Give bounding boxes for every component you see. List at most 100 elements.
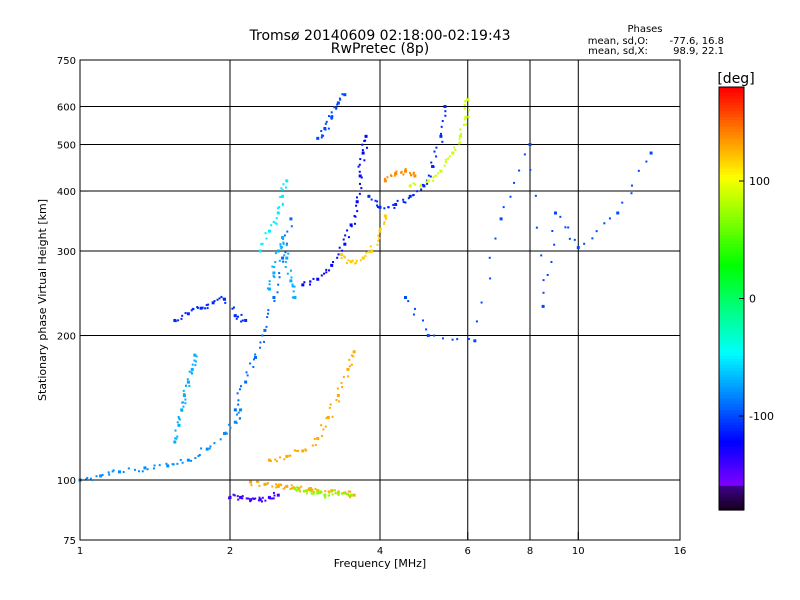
data-point (193, 353, 197, 357)
data-point-trace (353, 214, 356, 217)
data-point-trace (272, 497, 275, 500)
colorbar-band (719, 192, 744, 197)
data-point-trace (332, 261, 335, 264)
data-point-trace (393, 174, 396, 177)
data-point-trace (237, 498, 240, 501)
data-point (293, 296, 297, 300)
data-point (267, 287, 271, 291)
colorbar-band (719, 295, 744, 300)
data-point-trace (546, 273, 549, 276)
y-tick-label: 300 (57, 247, 76, 258)
data-point (233, 314, 237, 318)
data-point-trace (348, 496, 351, 499)
data-point-trace (177, 416, 180, 419)
data-point-trace (564, 226, 567, 229)
data-point-trace (108, 473, 111, 476)
data-point-trace (313, 437, 316, 440)
colorbar-band (719, 235, 744, 239)
data-point-trace (413, 307, 416, 310)
data-point-trace (426, 182, 429, 185)
data-point (177, 423, 181, 427)
data-point-trace (213, 442, 216, 445)
colorbar-band (719, 464, 744, 469)
colorbar-band (719, 150, 744, 155)
data-point (211, 301, 215, 305)
colorbar-band (719, 398, 744, 402)
colorbar-band (719, 147, 744, 152)
data-point-trace (435, 146, 438, 149)
x-tick-label: 1 (77, 546, 83, 557)
data-point-trace (467, 338, 470, 341)
data-point-trace (359, 182, 362, 185)
data-point-trace (513, 181, 516, 184)
data-point-trace (463, 123, 466, 126)
data-point (199, 306, 203, 310)
data-point (276, 211, 280, 215)
colorbar-band (719, 395, 744, 399)
data-point-trace (282, 487, 285, 490)
data-point (403, 169, 407, 173)
data-point-trace (298, 488, 301, 491)
data-point-trace (266, 287, 269, 290)
data-point-trace (454, 148, 457, 151)
data-point-trace (327, 127, 330, 130)
data-point-trace (441, 337, 444, 340)
data-point-trace (283, 254, 286, 257)
x-axis-label: Frequency [MHz] (334, 557, 426, 570)
data-point (576, 246, 580, 250)
data-point-trace (444, 114, 447, 117)
data-point-trace (174, 429, 177, 432)
data-point-trace (259, 341, 262, 344)
colorbar-band (719, 485, 744, 490)
data-point-trace (182, 389, 185, 392)
data-point-trace (494, 237, 497, 240)
x-tick-label: 6 (465, 546, 471, 557)
data-point (403, 296, 407, 300)
data-point-trace (273, 299, 276, 302)
data-point-trace (293, 449, 296, 452)
data-point (466, 98, 470, 102)
colorbar-band (719, 383, 744, 387)
data-point-trace (347, 259, 350, 262)
data-point-trace (529, 168, 532, 171)
colorbar-band (719, 229, 744, 233)
colorbar-band (719, 361, 744, 366)
data-point-trace (193, 359, 196, 362)
data-point-trace (420, 188, 423, 191)
data-point (276, 493, 280, 497)
colorbar-band (719, 141, 744, 146)
data-point (233, 420, 237, 424)
data-point-trace (184, 312, 187, 315)
data-point-trace (302, 489, 305, 492)
data-point-trace (254, 353, 257, 356)
data-point (528, 143, 532, 147)
colorbar-band (719, 286, 744, 291)
data-point-trace (300, 485, 303, 488)
data-point (285, 484, 289, 488)
colorbar-band (719, 262, 744, 266)
data-point (239, 408, 243, 412)
colorbar-band (719, 174, 744, 179)
data-point-trace (591, 237, 594, 240)
data-point-trace (267, 309, 270, 312)
data-point-trace (281, 204, 284, 207)
colorbar-band (719, 431, 744, 436)
data-point-trace (353, 222, 356, 225)
colorbar-band (719, 307, 744, 312)
data-point-trace (337, 253, 340, 256)
data-point-trace (402, 173, 405, 176)
data-point-trace (433, 334, 436, 337)
data-point-trace (542, 279, 545, 282)
data-point-trace (289, 487, 292, 490)
colorbar-tick-label: 0 (749, 293, 756, 306)
data-point-trace (645, 160, 648, 163)
data-point-trace (188, 384, 191, 387)
data-point (349, 260, 353, 264)
data-point-trace (286, 230, 289, 233)
colorbar: [deg] 100 0 -100 (717, 71, 774, 511)
data-point-trace (350, 363, 353, 366)
data-point (361, 151, 365, 155)
data-point-trace (219, 438, 222, 441)
colorbar-band (719, 449, 744, 454)
